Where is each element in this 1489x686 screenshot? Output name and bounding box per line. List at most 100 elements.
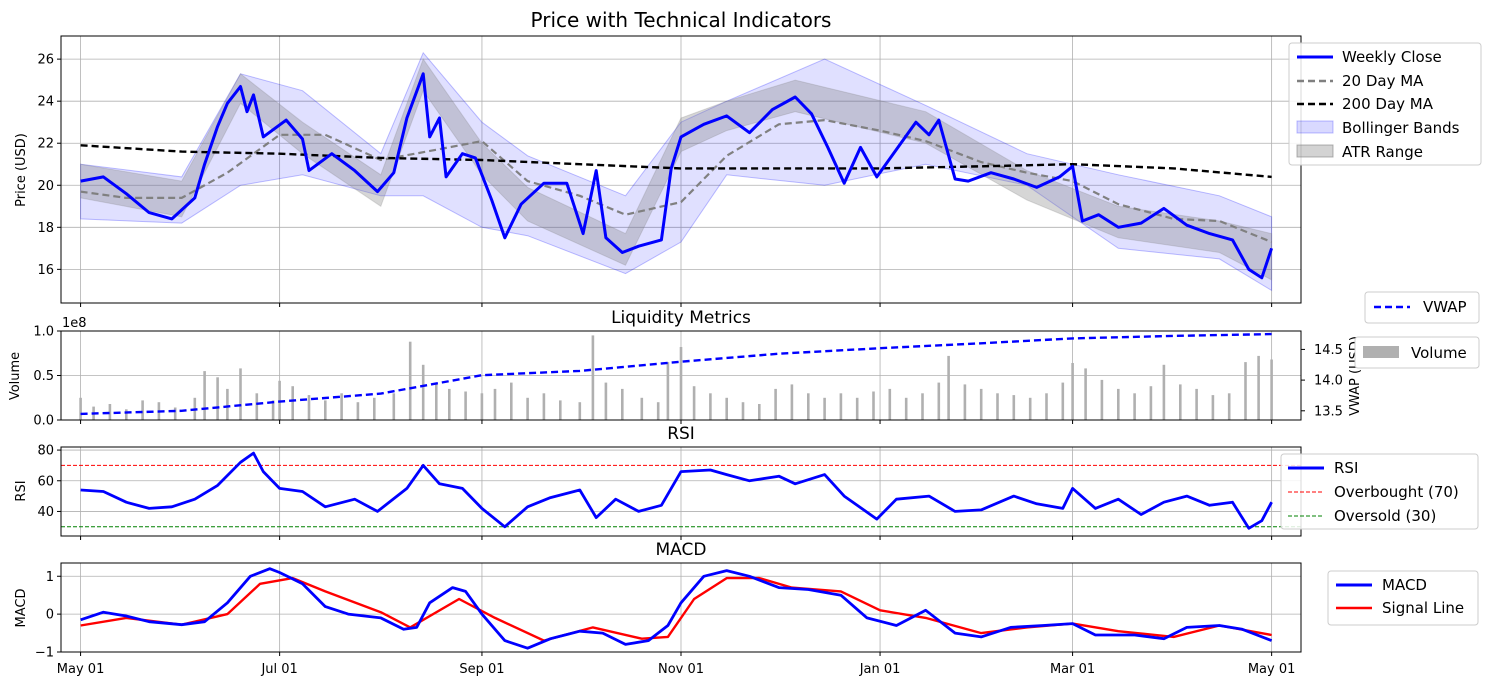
x-tick-label: Nov 01: [658, 662, 704, 677]
x-tick-label: Sep 01: [459, 662, 504, 677]
legend-atr-range: ATR Range: [1342, 143, 1423, 161]
vwap-line-path: [80, 332, 1272, 416]
rsi-legend: RSI Overbought (70) Oversold (30): [1280, 453, 1479, 530]
volume-bar: [1244, 362, 1247, 420]
ma-20-line: [80, 119, 1273, 244]
legend-signal-line: Signal Line: [1382, 599, 1464, 617]
volume-bar: [621, 388, 624, 420]
rsi-title: RSI: [667, 424, 695, 444]
volume-bar: [203, 371, 206, 420]
legend-oversold: Oversold (30): [1334, 507, 1436, 525]
volume-bar: [448, 388, 451, 420]
price-y-ticks: 16 18 20 22 24 26: [37, 53, 61, 278]
volume-bar: [725, 397, 728, 421]
volume-bar: [435, 384, 438, 420]
vwap-legend: VWAP: [1364, 291, 1480, 324]
volume-bar: [291, 386, 294, 420]
bollinger-band-area: [80, 51, 1273, 292]
price-legend: Weekly Close 20 Day MA 200 Day MA Bollin…: [1288, 42, 1482, 166]
macd-title: MACD: [656, 540, 707, 560]
volume-bar: [1270, 359, 1273, 420]
ma-200-line: [80, 144, 1272, 179]
y-tick-label: 0.0: [33, 414, 54, 429]
y-tick-label: 24: [37, 95, 54, 110]
volume-bar: [904, 397, 908, 421]
y-tick-label: 20: [37, 179, 54, 194]
rsi-y-label: RSI: [14, 480, 29, 501]
vwap-y-ticks: 13.5 14.0 14.5: [1301, 343, 1343, 419]
y-tick-label: 60: [37, 474, 54, 489]
legend-200-day-ma: 200 Day MA: [1342, 95, 1434, 113]
volume-bars: [79, 335, 1273, 421]
volume-y-ticks: 0.0 0.5 1.0: [33, 325, 61, 429]
volume-bar: [271, 400, 275, 420]
price-bands: [80, 51, 1273, 292]
volume-bar: [979, 388, 983, 420]
volume-bar: [226, 388, 229, 420]
volume-bar: [1084, 368, 1087, 420]
price-title: Price with Technical Indicators: [531, 8, 832, 32]
volume-bar: [937, 382, 941, 420]
vwap-line: [80, 332, 1272, 416]
rsi-line: [80, 451, 1273, 530]
volume-bar: [578, 402, 582, 420]
y-tick-label: 0.5: [33, 369, 54, 384]
x-tick-label: Jul 01: [260, 662, 297, 677]
volume-bar: [542, 393, 546, 420]
volume-bar: [888, 388, 892, 420]
legend-vwap: VWAP: [1423, 298, 1467, 316]
volume-bar: [1045, 393, 1048, 420]
volume-bar: [1195, 388, 1198, 420]
volume-bar: [709, 393, 712, 420]
legend-weekly-close: Weekly Close: [1342, 48, 1442, 66]
volume-bar: [839, 393, 843, 420]
liquidity-title: Liquidity Metrics: [611, 308, 751, 328]
y-tick-label: 80: [37, 444, 54, 459]
volume-bar: [1179, 384, 1182, 420]
macd-lines: [80, 567, 1273, 650]
price-panel: 16 18 20 22 24 26 Price with Technical Indica…: [14, 8, 1482, 307]
volume-bar: [692, 386, 696, 420]
volume-legend: Volume: [1354, 336, 1480, 369]
macd-panel: 1 0 −1 May 01 Jul 01 Sep 01 Nov 01 Jan 01 Mar 0…: [14, 540, 1479, 677]
volume-bar: [408, 341, 412, 420]
y2-tick-label: 14.5: [1314, 343, 1343, 358]
rsi-panel: 40 60 80 RSI RSI RSI Overbought (70) Overs…: [14, 424, 1479, 540]
volume-bar: [872, 391, 875, 420]
x-tick-label: Mar 01: [1050, 662, 1095, 677]
legend-rsi: RSI: [1334, 459, 1358, 477]
volume-bar: [480, 393, 484, 420]
volume-bar: [559, 400, 562, 420]
volume-bar: [947, 355, 950, 420]
rsi-lines: [61, 451, 1301, 530]
macd-legend: MACD Signal Line: [1327, 570, 1479, 626]
volume-bar: [591, 335, 595, 420]
rsi-y-ticks: 40 60 80: [37, 444, 61, 520]
volume-bar: [963, 384, 967, 420]
volume-bar: [790, 384, 794, 420]
y-tick-label: −1: [35, 646, 54, 661]
volume-offset-label: 1e8: [62, 316, 87, 331]
volume-bar: [996, 393, 999, 420]
volume-bar: [1071, 363, 1074, 420]
liquidity-panel: 0.0 0.5 1.0 13.5 14.0 14.5 Liquidity Metrics…: [8, 291, 1480, 429]
volume-bar: [1100, 379, 1104, 420]
y-tick-label: 18: [37, 221, 54, 236]
volume-bar: [464, 391, 467, 420]
price-lines: [80, 72, 1274, 280]
volume-bar: [79, 397, 82, 421]
volume-bar: [741, 402, 745, 420]
volume-bar: [173, 407, 177, 420]
macd-plot-frame: [60, 562, 1302, 653]
volume-bar: [679, 347, 683, 420]
legend-overbought: Overbought (70): [1334, 483, 1459, 501]
volume-bar: [1133, 393, 1136, 420]
volume-bar: [1257, 355, 1260, 420]
macd-line: [80, 567, 1273, 650]
y-tick-label: 1.0: [33, 325, 54, 340]
volume-bar: [855, 397, 859, 421]
volume-bar: [307, 395, 311, 420]
y2-tick-label: 13.5: [1314, 404, 1343, 419]
volume-bar: [640, 397, 644, 421]
